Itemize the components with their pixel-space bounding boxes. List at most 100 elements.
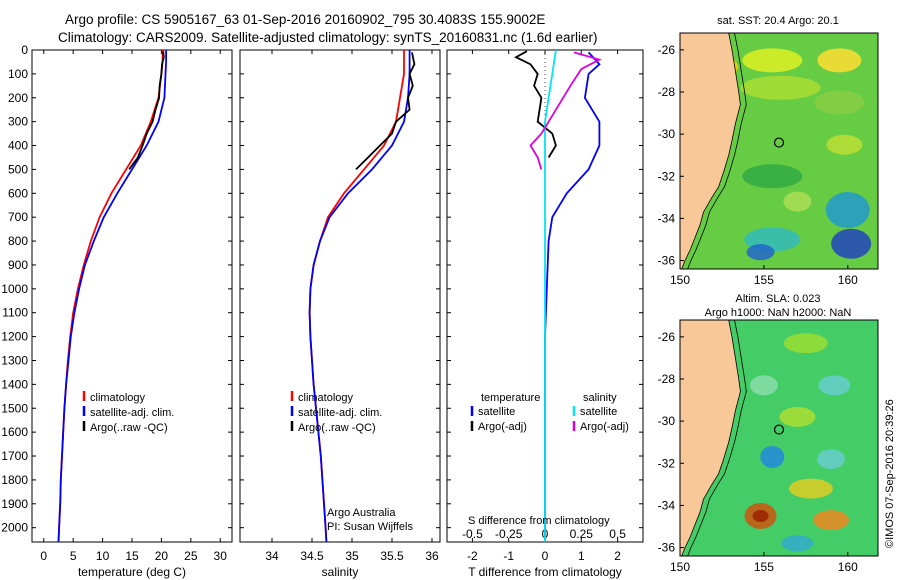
depth-tick-label: 1200 [1,330,28,344]
map-content [680,33,878,269]
difference-xtick-label: -2 [467,549,478,563]
argo-float-marker [773,137,785,148]
depth-tick-label: 500 [8,162,28,176]
difference-xtick-label: 2 [614,549,621,563]
salinity-series-climatology [308,50,405,542]
map-field-patch [783,333,828,354]
salinity-legend-label: satellite-adj. clim. [298,407,382,419]
map-field-patch [825,192,870,228]
depth-tick-label: 2000 [1,521,28,535]
temperature-xtick-label: 20 [155,549,169,563]
map-field-patch [760,445,785,468]
depth-tick-label: 800 [8,234,28,248]
depth-tick-label: 400 [8,139,28,153]
map-field-patch [831,228,872,259]
temperature-series-climatology [57,50,164,542]
difference-chart: -2 -1 0 1 2 T difference from climatology -0.5… [446,49,644,579]
diff-legend-label: satellite [580,406,617,418]
depth-tick-label: 1100 [2,306,28,320]
map-field-patch [788,478,833,499]
salinity-chart: 34 34.5 35 35.5 36 salinity climatology satelli… [239,49,441,579]
shelf-contour [687,320,747,556]
difference-series-t-argo-adj- [514,50,557,158]
land-mass [680,33,741,269]
difference-xtick-label: 1 [578,549,585,563]
map-field-patch [779,406,816,427]
depth-tick-label: 1900 [1,497,28,511]
map-lat-label: -34 [658,498,676,512]
diff-legend-label: Argo(-adj) [478,421,527,433]
difference-series-t-satellite [544,51,601,542]
temperature-chart: 0 5 10 15 20 25 30 temperature (deg C) 0 100 200 30… [1,43,233,579]
depth-tick-label: 900 [8,258,28,272]
s-diff-tick-label: -0.25 [495,527,523,541]
salinity-legend-label: Argo(..raw -QC) [298,422,376,434]
map-field-patch [817,449,846,470]
salinity-xtick-label: 35.5 [380,549,404,563]
map-lon-label: 155 [754,560,774,574]
temperature-series-group [57,50,167,542]
map-field-patch [742,164,803,189]
diff-legend-label: Argo(-adj) [580,421,629,433]
sla-map-title: Altim. SLA: 0.023 [736,293,821,305]
argo-australia-label: Argo Australia [327,507,396,519]
difference-xtick-label: -1 [503,549,514,563]
depth-tick-label: 200 [8,91,28,105]
map-lat-label: -30 [658,414,676,428]
figure-title-line1: Argo profile: CS 5905167_63 01-Sep-2016 … [65,12,545,27]
argo-float-marker [773,424,785,435]
temperature-xtick-label: 25 [184,549,198,563]
depth-tick-label: 100 [8,67,28,81]
legend-title-salinity: salinity [583,392,617,404]
sla-map-title2: Argo h1000: NaN h2000: NaN [705,307,852,319]
depth-tick-label: 1700 [1,449,28,463]
salinity-xtick-label: 34.5 [300,549,324,563]
map-lat-label: -26 [658,330,676,344]
salinity-xtick-label: 35 [345,549,359,563]
temperature-xtick-label: 15 [125,549,139,563]
depth-tick-label: 1600 [1,425,28,439]
salinity-xlabel: salinity [322,565,359,579]
depth-tick-label: 0 [21,43,28,57]
map-field-patch [752,509,769,522]
map-lat-label: -32 [658,169,676,183]
sst-map-title: sat. SST: 20.4 Argo: 20.1 [717,15,839,27]
map-lat-label: -26 [658,43,676,57]
map-field-patch [783,191,812,212]
map-lat-label: -36 [658,254,676,268]
map-field-patch [742,48,803,73]
difference-xlabel: T difference from climatology [468,565,622,579]
depth-tick-label: 1300 [1,353,28,367]
depth-tick-label: 1800 [1,473,28,487]
map-lon-label: 150 [670,273,690,287]
salinity-frame [239,49,441,543]
salinity-series-satellite-adj-clim- [308,50,411,542]
temperature-series-argo-raw-qc- [128,51,165,170]
difference-xtick-label: 0 [542,549,549,563]
map-lon-label: 160 [838,273,858,287]
temperature-legend-label: satellite-adj. clim. [90,407,174,419]
imos-credit: ©IMOS 07-Sep-2016 20:39:26 [884,399,896,548]
salinity-series-argo-raw-qc- [355,52,416,171]
salinity-xtick-label: 34 [265,549,279,563]
map-lon-label: 150 [670,560,690,574]
difference-series-s-satellite [544,50,557,542]
map-lon-label: 160 [838,560,858,574]
depth-tick-label: 300 [8,115,28,129]
diff-legend-label: satellite [478,406,515,418]
map-frame [679,32,879,270]
legend-title-temperature: temperature [481,392,540,404]
depth-tick-label: 700 [8,210,28,224]
temperature-xtick-label: 0 [40,549,47,563]
temperature-xtick-label: 10 [96,549,110,563]
map-lat-label: -34 [658,211,676,225]
depth-tick-label: 1400 [1,377,28,391]
temperature-legend-label: climatology [90,392,146,404]
s-diff-tick-label: 0.5 [609,527,626,541]
figure-title-line2: Climatology: CARS2009. Satellite-adjuste… [58,30,598,45]
map-lon-label: 155 [754,273,774,287]
map-field-patch [818,375,851,396]
temperature-xtick-label: 5 [70,549,77,563]
map-content [680,320,878,556]
temperature-xtick-label: 30 [214,549,228,563]
